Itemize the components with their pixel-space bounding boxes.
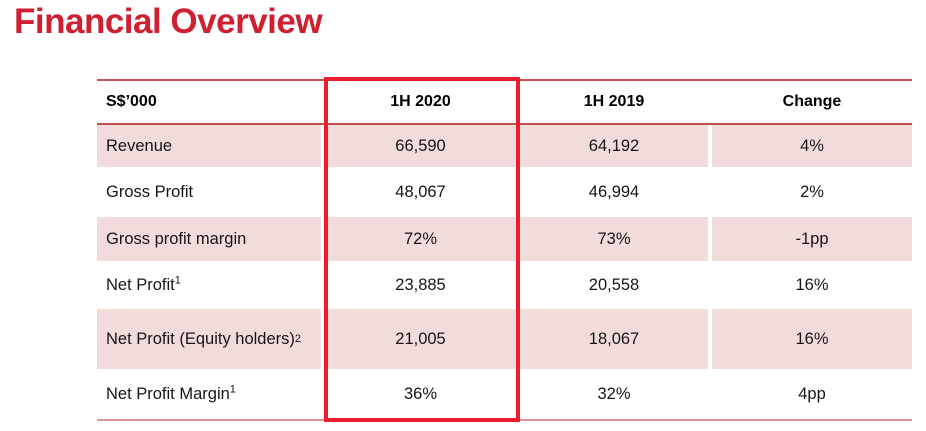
table-row-net-profit-margin: Net Profit Margin1 36% 32% 4pp [97, 369, 912, 421]
cell-1h2019: 18,067 [520, 309, 712, 369]
column-header-change: Change [782, 93, 842, 111]
row-label-text: Net Profit [106, 275, 175, 294]
cell-1h2019: 46,994 [588, 182, 640, 201]
cell-1h2020: 21,005 [325, 309, 520, 369]
cell-change: -1pp [712, 217, 912, 261]
footnote-marker: 1 [174, 274, 181, 287]
table-row-gross-profit-margin: Gross profit margin 72% 73% -1pp [97, 217, 912, 261]
cell-change: 4pp [798, 384, 826, 403]
page-title: Financial Overview [14, 2, 323, 41]
table-row-revenue: Revenue 66,590 64,192 4% [97, 125, 912, 167]
row-label: Net Profit Margin1 [97, 383, 325, 403]
cell-1h2020: 48,067 [395, 182, 446, 201]
row-label-text: Gross Profit [106, 182, 194, 201]
cell-change: 16% [712, 309, 912, 369]
row-label: Net Profit (Equity holders) 2 [97, 309, 325, 369]
column-header-1h2019: 1H 2019 [583, 93, 645, 111]
cell-change: 4% [712, 125, 912, 167]
table-header-row: S$’000 1H 2020 1H 2019 Change [97, 81, 912, 125]
column-header-1h2020: 1H 2020 [390, 93, 451, 111]
column-header-unit: S$’000 [106, 93, 157, 111]
row-label: Gross Profit [97, 183, 325, 201]
cell-1h2020: 72% [325, 217, 520, 261]
cell-1h2019: 20,558 [588, 275, 640, 294]
row-label-text: Revenue [106, 136, 173, 155]
cell-1h2020: 23,885 [395, 275, 446, 294]
cell-1h2019: 32% [597, 384, 631, 403]
table-row-gross-profit: Gross Profit 48,067 46,994 2% [97, 167, 912, 217]
cell-1h2020: 36% [403, 384, 438, 403]
row-label-text: Gross profit margin [106, 229, 247, 248]
table-row-net-profit: Net Profit1 23,885 20,558 16% [97, 261, 912, 309]
cell-change: 16% [795, 275, 829, 294]
table-row-net-profit-equity-holders: Net Profit (Equity holders) 2 21,005 18,0… [97, 309, 912, 369]
financial-table: S$’000 1H 2020 1H 2019 Change Revenue 66… [97, 77, 912, 422]
footnote-marker: 1 [229, 383, 236, 396]
row-label: Revenue [97, 125, 325, 167]
cell-1h2020: 66,590 [325, 125, 520, 167]
row-label-text: Net Profit (Equity holders) [106, 329, 295, 348]
row-label-text: Net Profit Margin [106, 384, 230, 403]
cell-1h2019: 73% [520, 217, 712, 261]
row-label: Net Profit1 [97, 274, 325, 294]
row-label: Gross profit margin [97, 217, 325, 261]
cell-1h2019: 64,192 [520, 125, 712, 167]
cell-change: 2% [800, 182, 824, 201]
